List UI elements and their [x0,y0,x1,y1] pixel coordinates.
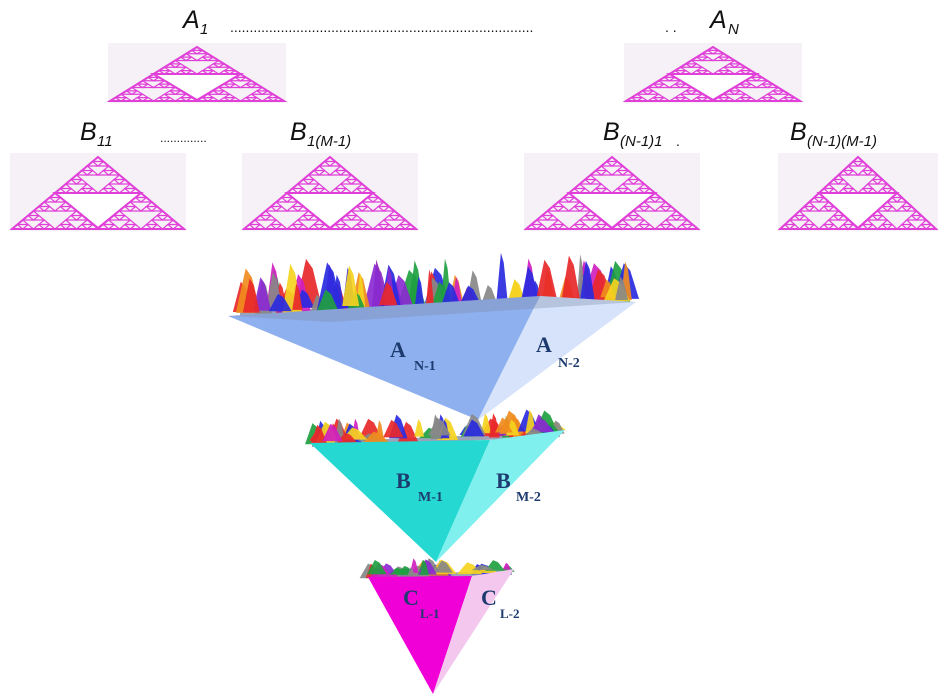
top-dots-long: ........................................… [230,19,533,35]
sierpinski-triangle-a1 [106,43,288,103]
second-label-b1m1-sub: 1(M-1) [307,133,351,150]
pyramid-b: B M-1 B M-2 [305,409,567,562]
pyramid-a-left-label: A N-1 [390,337,436,374]
pyramid-c-left-label: C L-1 [403,585,440,621]
pyramid-a-top-edge [228,296,636,322]
second-label-bnm-sub: (N-1)(M-1) [807,133,877,150]
pyramid-b-left-label-main: B [396,468,411,493]
second-label-b11-main: B [80,118,97,146]
pyramid-a-right-label-sub: N-2 [558,356,580,371]
sierpinski-triangle-bnm [777,153,939,231]
sierpinski-triangle-bn1 [523,153,701,231]
pyramid-b-left-label: B M-1 [396,468,443,505]
pyramid-c-left-face [368,576,472,694]
sierpinski-triangle-b1m1 [241,153,419,231]
pyramid-c-surface-peaks [359,558,515,581]
second-label-bnm: B (N-1)(M-1) [790,118,877,150]
pyramid-b-left-face [310,440,490,562]
pyramid-c-right-face [433,569,514,694]
second-label-b1m1-main: B [290,118,307,146]
top-label-an: A N [708,6,739,38]
pyramid-c-right-label-sub: L-2 [500,606,520,621]
second-label-bn1-main: B [603,118,620,146]
second-dot-after: . [676,133,680,149]
pyramid-a: A N-1 A N-2 [228,252,640,420]
pyramid-a-right-label-main: A [536,332,552,357]
pyramid-b-surface-peaks [305,409,567,447]
second-dots: .............. [160,131,207,145]
second-label-bn1-sub: (N-1)1 [620,133,663,150]
top-label-an-sub: N [728,21,739,38]
pyramid-c-left-label-sub: L-1 [420,606,440,621]
second-label-bnm-main: B [790,118,807,146]
top-label-a1: A 1 [181,6,208,38]
second-label-b11-sub: 11 [97,133,113,150]
pyramid-b-left-label-sub: M-1 [418,490,443,505]
pyramid-c-right-label: C L-2 [481,585,520,621]
pyramid-a-left-label-sub: N-1 [414,359,436,374]
top-label-a1-main: A [181,6,200,34]
pyramid-b-right-label-sub: M-2 [516,490,541,505]
second-label-bn1: B (N-1)1 . [603,118,680,150]
pyramid-a-right-label: A N-2 [536,332,580,371]
top-dots-short: . . [665,19,677,35]
pyramid-b-right-label: B M-2 [496,468,541,505]
top-label-an-main: A [708,6,727,34]
pyramid-a-left-face [228,296,540,420]
pyramid-b-right-label-main: B [496,468,511,493]
pyramid-c-left-label-main: C [403,585,419,610]
pyramid-c: C L-1 C L-2 [359,558,520,694]
pyramid-a-left-label-main: A [390,337,406,362]
pyramid-c-right-label-main: C [481,585,497,610]
sierpinski-triangle-an [622,43,804,103]
pyramid-a-right-face [478,296,636,420]
top-label-a1-sub: 1 [200,21,208,38]
sierpinski-triangle-b11 [9,153,187,231]
second-label-b11: B 11 [80,118,113,150]
pyramid-b-right-face [436,430,565,562]
second-label-b1m1: B 1(M-1) [290,118,351,150]
